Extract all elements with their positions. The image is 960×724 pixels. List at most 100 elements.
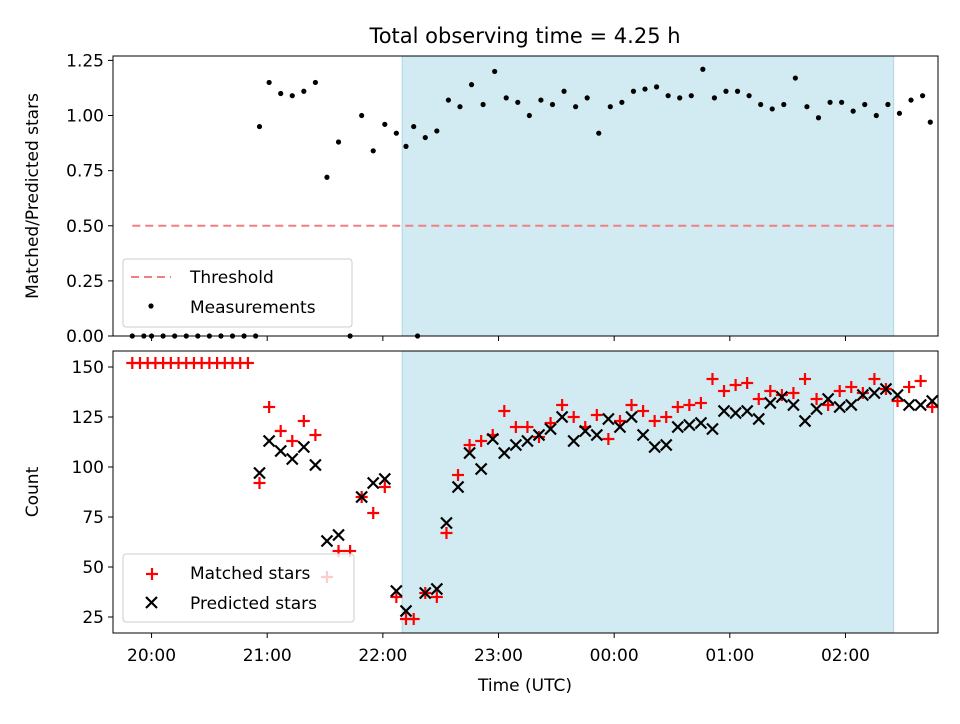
bottom-x-tick-label: 01:00 [705, 646, 754, 666]
matched-star-point [253, 477, 266, 489]
predicted-star-point [821, 392, 835, 406]
measurement-point [434, 128, 440, 134]
predicted-star-point [418, 586, 432, 600]
top-y-tick-label: 1.25 [66, 51, 104, 71]
top-panel: 0.00 0.25 0.50 0.75 1.00 1.25 Matched/Predict… [23, 51, 939, 347]
matched-star-point [390, 591, 403, 603]
predicted-star-point [378, 472, 392, 486]
matched-star-point [787, 387, 800, 399]
bottom-observing-window [401, 350, 895, 634]
top-y-tick-label: 0.25 [66, 272, 104, 292]
predicted-star-point [879, 382, 893, 396]
measurement-point [422, 134, 428, 141]
bottom-y-tick-label: 100 [72, 458, 104, 478]
measurement-point [665, 93, 671, 99]
matched-star-point [590, 409, 603, 421]
predicted-star-point [764, 396, 777, 410]
measurement-point [769, 106, 775, 112]
predicted-star-point [810, 402, 823, 416]
figure-title: Total observing time = 4.25 h [368, 24, 680, 48]
top-y-axis-label: Matched/Predicted stars [23, 93, 43, 299]
matched-star-point [764, 385, 777, 397]
predicted-star-point [683, 418, 696, 432]
measurement-point [827, 99, 833, 105]
measurement-point [266, 79, 272, 86]
predicted-star-point [659, 438, 673, 452]
top-y-tick-label: 0.75 [66, 162, 104, 182]
predicted-star-point [463, 446, 476, 460]
predicted-star-point [787, 398, 800, 412]
measurement-point [492, 68, 498, 75]
matched-stars-series [126, 357, 939, 625]
measurement-point [370, 148, 376, 154]
matched-star-point [556, 399, 569, 411]
bottom-legend: Matched stars Predicted stars [122, 553, 355, 623]
matched-star-point [498, 405, 511, 417]
predicted-star-point [798, 414, 812, 428]
measurement-point [653, 84, 660, 90]
predicted-star-point [555, 410, 569, 424]
matched-star-point [625, 399, 638, 411]
predicted-star-point [717, 404, 731, 418]
matched-star-point [430, 591, 443, 603]
bottom-x-tick-label: 02:00 [821, 646, 870, 666]
matched-star-point [822, 399, 835, 411]
predicted-star-point [451, 480, 465, 494]
predicted-star-point [390, 584, 403, 598]
predicted-star-point [430, 582, 444, 596]
bottom-x-tick-label: 00:00 [590, 646, 639, 666]
matched-star-point [671, 401, 684, 413]
measurement-point [862, 101, 868, 108]
matched-star-point [263, 401, 276, 413]
measurement-point [873, 112, 879, 119]
measurement-point [561, 88, 567, 94]
predicted-star-point [474, 462, 488, 476]
predicted-star-point [509, 438, 523, 452]
legend-matched-swatch [146, 568, 158, 580]
bottom-legend-box [122, 553, 355, 623]
predicted-star-point [844, 398, 858, 412]
measurement-point [885, 101, 891, 108]
matched-star-point [440, 527, 453, 539]
measurement-point [723, 88, 729, 94]
predicted-star-point [752, 412, 766, 426]
predicted-star-point [309, 458, 322, 472]
measurement-point [393, 130, 399, 136]
measurement-point [573, 104, 579, 110]
predicted-star-point [521, 434, 534, 448]
top-observing-window [401, 55, 895, 337]
measurement-point [584, 95, 590, 101]
predicted-star-point [914, 398, 927, 412]
predicted-star-point [355, 490, 368, 504]
matched-star-point [297, 415, 310, 427]
measurement-point [480, 101, 486, 108]
matched-star-point [637, 405, 650, 417]
predicted-star-point [648, 440, 661, 454]
bottom-y-tick-label: 150 [72, 358, 104, 378]
predicted-star-point [636, 428, 650, 442]
predicted-star-point [320, 534, 334, 548]
predicted-star-point [285, 452, 299, 466]
measurement-point [538, 97, 544, 103]
measurement-point [850, 108, 856, 114]
predicted-star-point [366, 476, 380, 490]
bottom-panel: 25 50 75 100 125 150 20:00 21:00 22:00 23:00 00:0… [23, 350, 939, 696]
bottom-y-tick-label: 75 [82, 508, 104, 528]
measurement-point [382, 121, 388, 127]
predicted-star-point [297, 440, 311, 454]
bottom-x-axis: 20:00 21:00 22:00 23:00 00:00 01:00 02:00 [127, 633, 870, 666]
predicted-star-point [486, 432, 500, 446]
top-x-axis [151, 336, 846, 341]
measurement-point [839, 99, 845, 105]
measurement-point [908, 97, 914, 103]
matched-star-point [706, 373, 719, 385]
predicted-star-point [544, 422, 557, 436]
matched-star-point [926, 401, 939, 413]
matched-star-point [367, 507, 380, 519]
matched-star-point [452, 469, 465, 481]
measurement-point [781, 101, 787, 108]
matched-star-point [378, 481, 391, 493]
predicted-star-point [613, 420, 627, 434]
predicted-star-point [891, 388, 904, 402]
matched-star-point [914, 375, 927, 387]
